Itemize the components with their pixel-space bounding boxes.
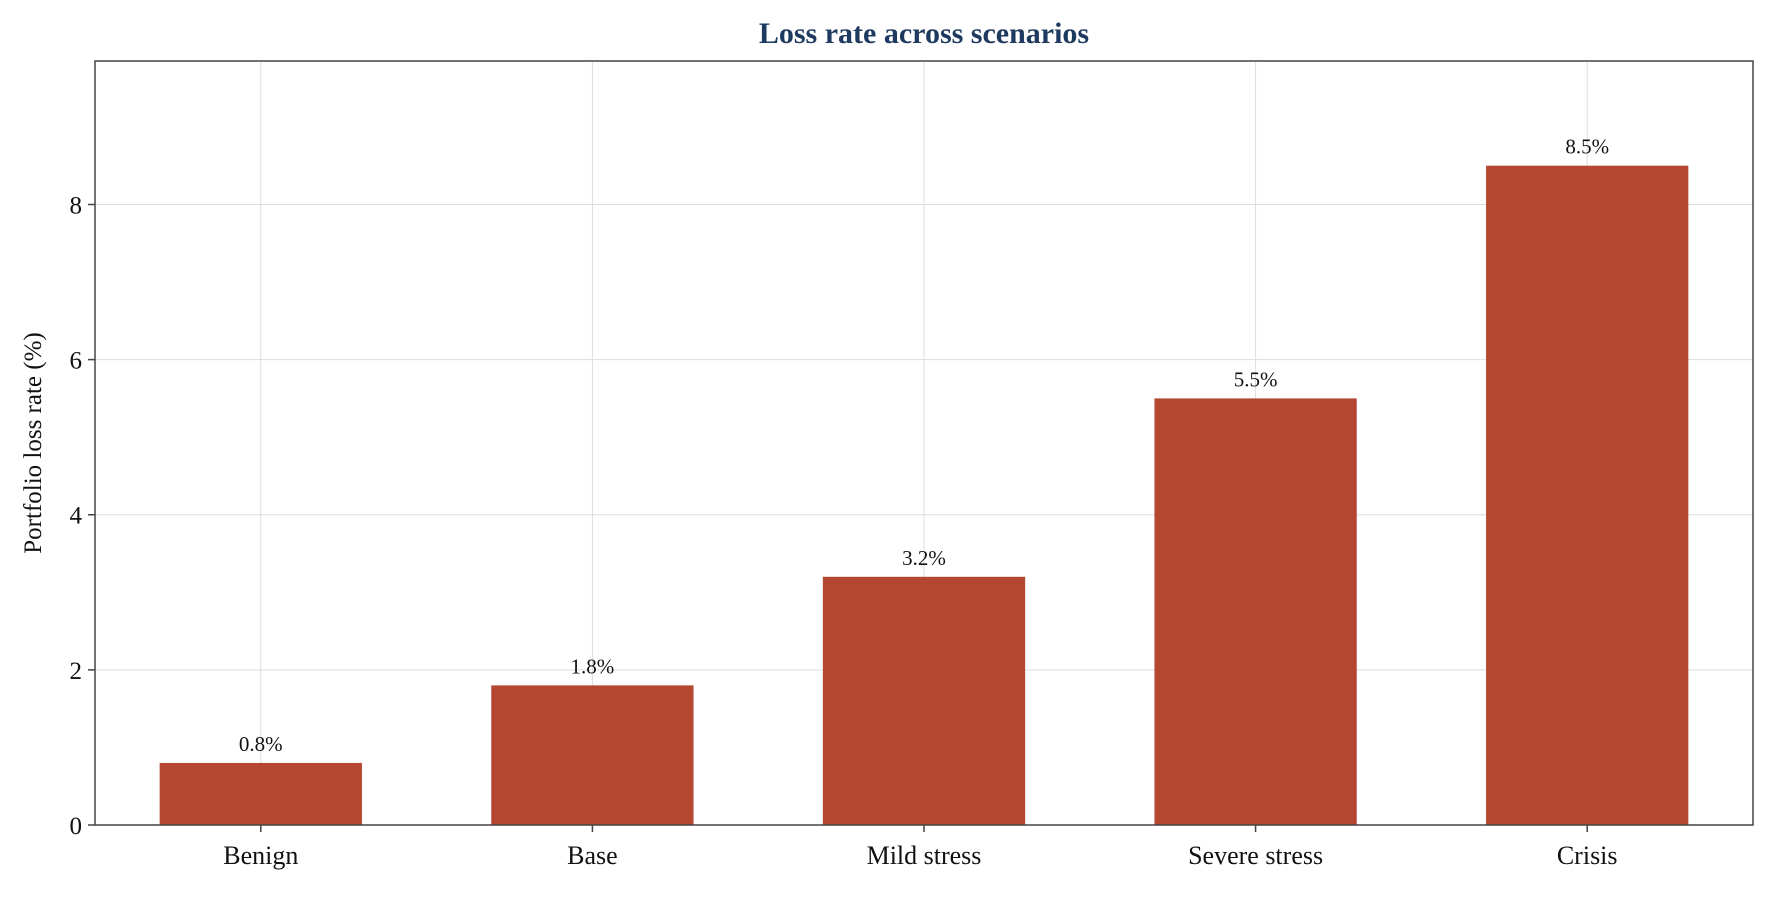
y-tick-label: 4: [70, 503, 83, 530]
x-tick-label: Severe stress: [1188, 841, 1323, 870]
bar-base: [491, 685, 694, 825]
x-tick-label: Base: [567, 841, 618, 870]
x-tick-label: Benign: [223, 841, 298, 870]
y-tick-label: 2: [70, 658, 83, 685]
data-label: 1.8%: [571, 654, 615, 678]
data-labels: 0.8% 1.8% 3.2% 5.5% 8.5%: [239, 135, 1609, 756]
data-label: 5.5%: [1234, 367, 1278, 391]
bar-mild-stress: [822, 576, 1026, 825]
bar-benign: [159, 762, 362, 825]
data-label: 3.2%: [902, 546, 946, 570]
y-axis: 0 2 4 6 8: [70, 192, 95, 840]
x-tick-label: Crisis: [1557, 841, 1618, 870]
y-tick-label: 6: [70, 348, 83, 375]
x-tick-label: Mild stress: [867, 841, 982, 870]
y-axis-label: Portfolio loss rate (%): [20, 332, 47, 553]
x-axis: Benign Base Mild stress Severe stress Crisis: [223, 825, 1618, 870]
data-label: 8.5%: [1565, 135, 1609, 159]
bars: [159, 165, 1689, 825]
bar-severe-stress: [1154, 398, 1357, 825]
data-label: 0.8%: [239, 732, 283, 756]
chart-title: Loss rate across scenarios: [759, 17, 1089, 50]
y-tick-label: 0: [70, 813, 83, 840]
y-tick-label: 8: [70, 192, 83, 219]
bar-crisis: [1486, 165, 1689, 825]
